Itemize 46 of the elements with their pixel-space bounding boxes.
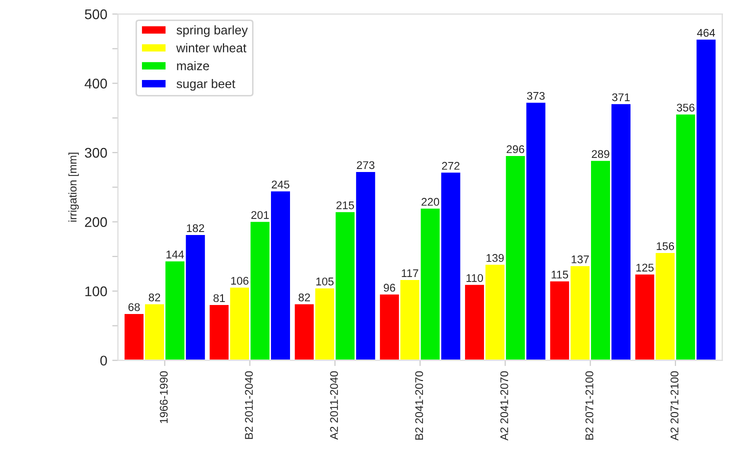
data-label: 273 <box>356 161 374 170</box>
legend-label: sugar beet <box>176 78 236 91</box>
data-label: 464 <box>697 28 716 37</box>
data-label: 215 <box>336 201 354 210</box>
data-label: 289 <box>592 150 610 158</box>
data-label: 137 <box>572 255 589 264</box>
y-tick-label: 500 <box>84 9 107 20</box>
legend-label: winter wheat <box>176 43 246 52</box>
data-label: 81 <box>214 294 225 302</box>
legend-label: maize <box>177 61 210 70</box>
data-label: 182 <box>186 224 204 232</box>
x-tick-label: A2 2071-2100 <box>670 371 678 441</box>
x-tick-label: 1966-1990 <box>160 371 168 424</box>
y-axis-title: irrigation [mm] <box>68 152 79 222</box>
data-label: 144 <box>166 250 184 258</box>
data-label: 356 <box>676 104 694 112</box>
data-label: 110 <box>466 274 483 282</box>
data-label: 371 <box>612 93 630 102</box>
data-label: 139 <box>486 254 504 262</box>
x-tick-label: B2 2041-2070 <box>415 371 424 440</box>
x-tick-label: A2 2011-2040 <box>330 371 338 440</box>
data-label: 373 <box>527 92 545 100</box>
data-label: 105 <box>316 278 334 286</box>
data-label: 125 <box>636 264 654 272</box>
x-tick-label: B2 2011-2040 <box>244 371 253 439</box>
data-label: 68 <box>128 303 140 312</box>
data-label: 117 <box>402 269 418 278</box>
data-label: 106 <box>231 276 248 285</box>
y-tick-label: 400 <box>84 78 107 88</box>
data-label: 220 <box>422 198 440 206</box>
data-label: 82 <box>298 294 310 302</box>
data-label: 296 <box>506 145 524 154</box>
y-tick-label: 200 <box>85 217 107 227</box>
y-tick-label: 0 <box>100 356 107 366</box>
data-label: 201 <box>251 211 269 219</box>
y-tick-label: 100 <box>85 286 107 296</box>
data-label: 272 <box>442 162 460 170</box>
data-label: 156 <box>656 242 674 250</box>
data-label: 245 <box>272 180 290 188</box>
data-label: 82 <box>148 294 160 302</box>
legend-label: spring barley <box>176 25 248 37</box>
y-tick-label: 300 <box>84 148 107 158</box>
x-tick-label: A2 2041-2070 <box>500 371 508 441</box>
data-label: 115 <box>552 270 568 279</box>
data-label: 96 <box>384 284 396 292</box>
x-tick-label: B2 2071-2100 <box>585 371 594 440</box>
